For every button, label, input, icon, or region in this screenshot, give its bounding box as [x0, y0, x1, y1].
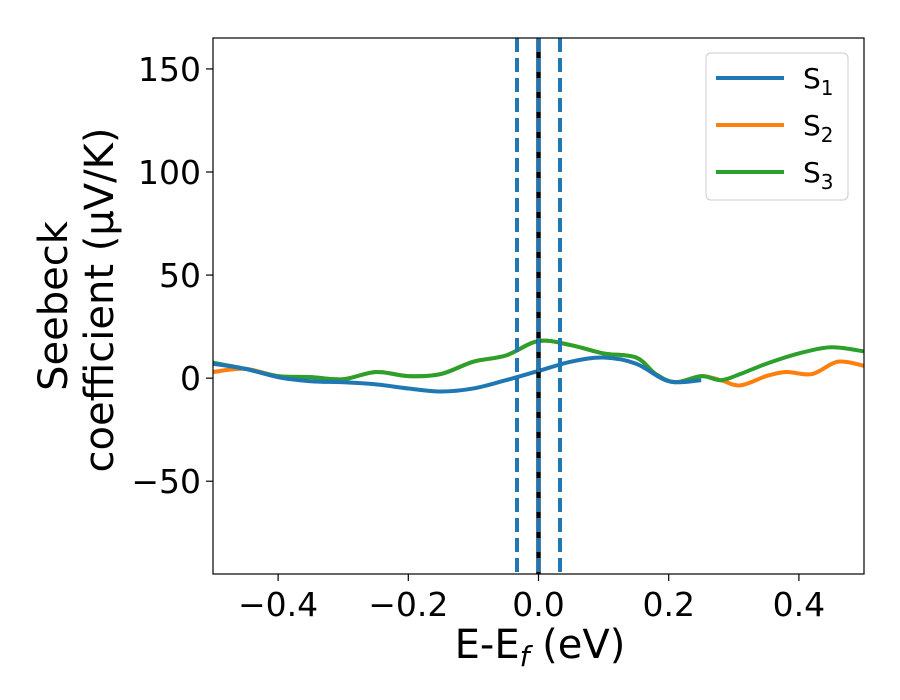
plot-lines: [213, 338, 864, 394]
y-tick-label: 150: [138, 50, 201, 89]
y-axis-label-line1: Seebeck: [31, 220, 77, 391]
x-tick-label: −0.2: [368, 585, 448, 624]
x-tick-label: −0.4: [238, 585, 318, 624]
y-tick-label: 100: [138, 153, 201, 192]
legend-label-s2: S2: [803, 109, 834, 147]
x-axis-label: E-Ef (eV): [455, 622, 626, 673]
x-tick-label: 0.2: [642, 585, 694, 624]
series-line-s3: [213, 338, 864, 385]
x-tick-label: 0.4: [773, 585, 825, 624]
x-axis: −0.4 −0.2 0.0 0.2 0.4: [238, 574, 825, 624]
y-axis-label-line2: coefficient (μV/K): [77, 128, 123, 473]
series-line-s1: [213, 355, 702, 394]
legend-label-s1: S1: [803, 62, 834, 100]
y-tick-label: 0: [180, 359, 201, 398]
y-tick-label: −50: [131, 462, 201, 501]
legend: S1 S2 S3: [705, 52, 849, 201]
legend-label-s3: S3: [803, 156, 834, 194]
x-tick-label: 0.0: [512, 585, 564, 624]
y-axis: −50 0 50 100 150: [131, 50, 213, 501]
y-tick-label: 50: [159, 256, 201, 295]
vertical-markers: [515, 38, 562, 574]
